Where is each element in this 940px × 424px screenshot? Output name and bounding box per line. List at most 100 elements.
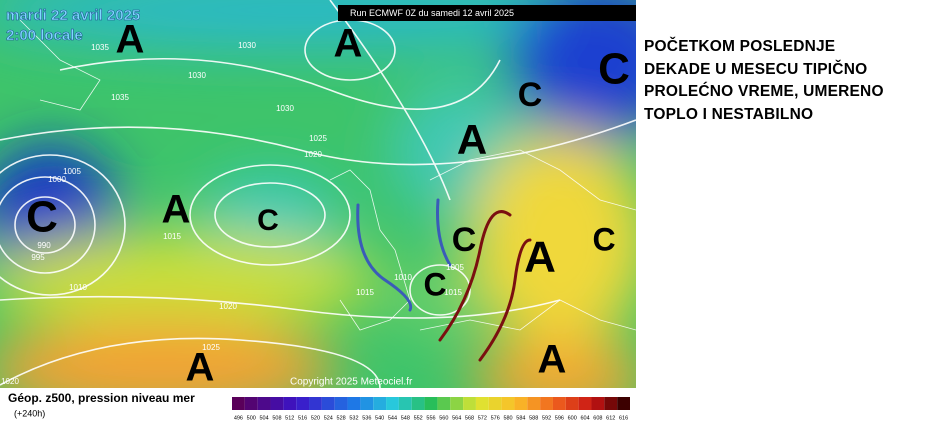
colorbar-label: 504 bbox=[260, 415, 269, 421]
pressure-center: A bbox=[186, 346, 215, 390]
pressure-label: 1020 bbox=[219, 302, 237, 311]
colorbar-label: 612 bbox=[606, 415, 615, 421]
run-text: Run ECMWF 0Z du samedi 12 avril 2025 bbox=[350, 8, 514, 18]
colorbar-cell bbox=[475, 397, 489, 410]
colorbar-label: 608 bbox=[593, 415, 602, 421]
pressure-label: 990 bbox=[37, 241, 51, 250]
pressure-label: 1010 bbox=[394, 273, 412, 282]
pressure-label: 1015 bbox=[356, 288, 374, 297]
legend-lead: (+240h) bbox=[14, 408, 45, 418]
colorbar-label: 524 bbox=[324, 415, 333, 421]
colorbar-cell bbox=[604, 397, 618, 410]
colorbar-cell bbox=[527, 397, 541, 410]
colorbar-label: 616 bbox=[619, 415, 628, 421]
pressure-label: 995 bbox=[31, 253, 45, 262]
time: 2:00 locale bbox=[6, 27, 83, 44]
colorbar-cell bbox=[244, 397, 258, 410]
colorbar-label: 512 bbox=[285, 415, 294, 421]
colorbar-cell bbox=[565, 397, 579, 410]
colorbar-cell bbox=[424, 397, 438, 410]
pressure-label: 1000 bbox=[48, 175, 66, 184]
pressure-center: A bbox=[538, 338, 567, 382]
colorbar-label: 564 bbox=[452, 415, 461, 421]
annotation-line: POČETKOM POSLEDNJE bbox=[644, 38, 836, 55]
colorbar-label: 496 bbox=[234, 415, 243, 421]
colorbar-label: 520 bbox=[311, 415, 320, 421]
colorbar-cell bbox=[488, 397, 502, 410]
legend-title: Géop. z500, pression niveau mer bbox=[8, 391, 195, 405]
pressure-label: 1035 bbox=[91, 43, 109, 52]
colorbar-cell bbox=[360, 397, 374, 410]
pressure-center: A bbox=[162, 188, 191, 232]
colorbar-cell bbox=[309, 397, 322, 410]
colorbar-label: 516 bbox=[298, 415, 307, 421]
colorbar-label: 500 bbox=[247, 415, 256, 421]
colorbar-cell bbox=[463, 397, 476, 410]
pressure-center: A bbox=[457, 116, 487, 163]
colorbar-label: 540 bbox=[375, 415, 384, 421]
annotation-line: DEKADE U MESECU TIPIČNO bbox=[644, 60, 868, 78]
pressure-center: C bbox=[452, 221, 477, 259]
colorbar-label: 548 bbox=[401, 415, 410, 421]
pressure-center: A bbox=[334, 22, 363, 66]
pressure-center: A bbox=[116, 18, 145, 62]
pressure-label: 1035 bbox=[111, 93, 129, 102]
pressure-center: C bbox=[423, 266, 446, 302]
colorbar-label: 592 bbox=[542, 415, 551, 421]
colorbar-cell bbox=[386, 397, 399, 410]
colorbar-label: 508 bbox=[272, 415, 281, 421]
pressure-label: 1030 bbox=[276, 104, 294, 113]
colorbar-cell bbox=[373, 397, 387, 410]
map-field: 1035 103010301035103010251020100510009909… bbox=[0, 0, 636, 390]
colorbar-cell bbox=[398, 397, 412, 410]
pressure-label: 1015 bbox=[444, 288, 462, 297]
pressure-center: C bbox=[257, 204, 279, 237]
pressure-label: 1005 bbox=[63, 167, 81, 176]
colorbar-label: 588 bbox=[529, 415, 538, 421]
colorbar-label: 572 bbox=[478, 415, 487, 421]
pressure-label: 1010 bbox=[69, 283, 87, 292]
pressure-label: 1015 bbox=[163, 232, 181, 241]
colorbar-label: 552 bbox=[414, 415, 423, 421]
colorbar-label: 544 bbox=[388, 415, 397, 421]
colorbar-cell bbox=[450, 397, 464, 410]
annotation-line: TOPLO I NESTABILNO bbox=[644, 105, 814, 123]
pressure-label: 1020 bbox=[1, 377, 19, 386]
colorbar-cell bbox=[437, 397, 451, 410]
colorbar-label: 528 bbox=[337, 415, 346, 421]
pressure-center: C bbox=[518, 76, 543, 114]
colorbar-cell bbox=[617, 397, 630, 410]
annotation-line: PROLEĆNO VREME, UMERENO bbox=[644, 83, 884, 100]
colorbar-cell bbox=[334, 397, 348, 410]
colorbar-label: 596 bbox=[555, 415, 564, 421]
colorbar-cell bbox=[552, 397, 566, 410]
pressure-label: 1030 bbox=[188, 71, 206, 80]
pressure-center: C bbox=[592, 221, 615, 257]
date: mardi 22 avril 2025 bbox=[6, 7, 140, 24]
colorbar-label: 556 bbox=[426, 415, 435, 421]
pressure-label: 1005 bbox=[446, 263, 464, 272]
colorbar-label: 600 bbox=[568, 415, 577, 421]
colorbar-cell bbox=[270, 397, 284, 410]
colorbar-cell bbox=[411, 397, 425, 410]
pressure-center: A bbox=[524, 233, 556, 282]
pressure-center: C bbox=[26, 193, 58, 242]
colorbar-cell bbox=[501, 397, 515, 410]
run-banner bbox=[338, 5, 636, 21]
colorbar-cell bbox=[347, 397, 361, 410]
colorbar-label: 604 bbox=[580, 415, 589, 421]
colorbar-label: 568 bbox=[465, 415, 474, 421]
colorbar-label: 580 bbox=[503, 415, 512, 421]
pressure-label: 1025 bbox=[202, 343, 220, 352]
colorbar-cell bbox=[296, 397, 310, 410]
colorbar-cell bbox=[540, 397, 553, 410]
colorbar-cell bbox=[578, 397, 592, 410]
annotation: POČETKOM POSLEDNJE DEKADE U MESECU TIPIČ… bbox=[644, 36, 934, 126]
pressure-label: 1030 bbox=[238, 41, 256, 50]
colorbar-label: 532 bbox=[349, 415, 358, 421]
colorbar-label: 560 bbox=[439, 415, 448, 421]
pressure-label: 1020 bbox=[304, 150, 322, 159]
colorbar-label: 576 bbox=[491, 415, 500, 421]
